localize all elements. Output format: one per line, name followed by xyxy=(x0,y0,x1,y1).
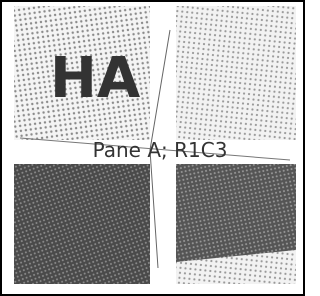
pane-text: HA xyxy=(50,46,141,111)
pane-bottom-left xyxy=(14,164,150,284)
image: HA Pane A; R1C3 xyxy=(0,0,305,296)
page: HA Pane A; R1C3 (() => { const data = JS… xyxy=(0,0,305,296)
caption: Pane A; R1C3 xyxy=(93,138,228,162)
pane-top-right xyxy=(176,6,296,140)
